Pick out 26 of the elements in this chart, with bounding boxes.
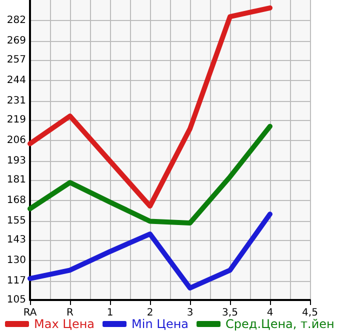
y-tick-label: 206 — [6, 135, 26, 146]
y-tick-label: 168 — [6, 195, 26, 206]
x-tick-label: 1 — [106, 308, 114, 318]
y-tick-label: 117 — [6, 276, 26, 287]
y-tick-label: 105 — [6, 294, 26, 306]
x-tick-label: 2 — [146, 308, 154, 318]
x-tick-label: 3,5 — [222, 308, 238, 318]
y-tick-label: 282 — [6, 15, 26, 26]
x-tick-label: 4 — [266, 308, 274, 318]
legend-label: Min Цена — [132, 317, 189, 331]
x-tick-label: R — [66, 308, 74, 318]
legend-label: Max Цена — [34, 317, 95, 331]
x-tick-label: RA — [23, 308, 37, 318]
y-tick-label: 143 — [6, 234, 26, 246]
y-tick-label: 155 — [6, 216, 26, 227]
x-tick-label: 3 — [186, 308, 194, 318]
y-tick-label: 231 — [6, 96, 26, 107]
y-tick-label: 130 — [6, 255, 26, 266]
y-tick-label: 181 — [6, 174, 26, 186]
y-tick-label: 269 — [6, 36, 26, 47]
legend-label: Сред.Цена, т.йен — [226, 317, 334, 331]
y-tick-label: 193 — [6, 156, 26, 167]
y-tick-label: 244 — [6, 75, 26, 86]
x-tick-label: 4,5 — [302, 308, 318, 318]
y-tick-label: 219 — [6, 114, 26, 126]
y-tick-label: 257 — [6, 54, 26, 66]
